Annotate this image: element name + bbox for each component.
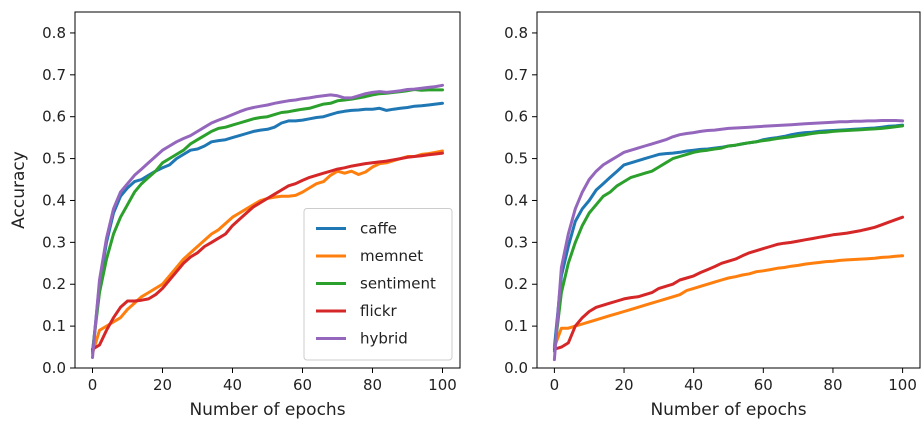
legend-label-memnet: memnet <box>360 247 423 265</box>
legend-label-sentiment: sentiment <box>360 275 436 293</box>
x-tick-label: 40 <box>223 376 242 394</box>
series-line-hybrid <box>91 83 444 359</box>
plot-frame <box>536 11 921 369</box>
series-line-hybrid <box>552 119 905 362</box>
legend-label-caffe: caffe <box>360 220 397 238</box>
y-tick-label: 0.5 <box>504 150 528 168</box>
y-tick-label: 0.8 <box>504 24 528 42</box>
x-tick-label: 20 <box>153 376 172 394</box>
y-tick-label: 0.7 <box>42 66 66 84</box>
y-tick-label: 0.1 <box>504 317 528 335</box>
y-tick-label: 0.2 <box>504 275 528 293</box>
x-axis-label: Number of epochs <box>189 400 345 420</box>
x-tick-label: 100 <box>428 376 457 394</box>
y-tick-label: 0.7 <box>504 66 528 84</box>
legend-box <box>303 208 453 361</box>
x-tick-label: 100 <box>888 376 917 394</box>
legend-label-flickr: flickr <box>360 302 398 320</box>
y-tick-label: 0.0 <box>42 359 66 377</box>
x-tick-label: 20 <box>614 376 633 394</box>
y-tick-label: 0.6 <box>504 108 528 126</box>
y-tick-label: 0.0 <box>504 359 528 377</box>
y-axis-label: Accuracy <box>9 151 29 229</box>
y-tick-label: 0.2 <box>42 275 66 293</box>
x-tick-label: 40 <box>684 376 703 394</box>
x-tick-label: 0 <box>88 376 98 394</box>
series-line-caffe <box>552 123 905 349</box>
x-tick-label: 80 <box>363 376 382 394</box>
series-line-sentiment <box>552 124 905 353</box>
series-line-flickr <box>91 151 444 351</box>
y-tick-label: 0.8 <box>42 24 66 42</box>
x-axis-label: Number of epochs <box>650 400 806 420</box>
chart-panel-1: 0.0 0.1 0.2 0.3 0.4 0.5 0.6 0.7 0.8 0 20 40 60 80 100 N… <box>9 11 461 420</box>
y-tick-label: 0.4 <box>504 191 528 209</box>
series-line-flickr <box>552 215 905 351</box>
x-tick-label: 0 <box>550 376 560 394</box>
y-tick-label: 0.6 <box>42 108 66 126</box>
y-tick-label: 0.3 <box>42 233 66 251</box>
x-tick-label: 80 <box>823 376 842 394</box>
y-tick-label: 0.1 <box>42 317 66 335</box>
y-tick-label: 0.3 <box>504 233 528 251</box>
legend: caffe memnet sentiment flickr hybrid <box>303 208 453 361</box>
x-tick-label: 60 <box>293 376 312 394</box>
chart-panel-2: 0.0 0.1 0.2 0.3 0.4 0.5 0.6 0.7 0.8 0 20 40 60 80 100 N… <box>504 11 921 420</box>
y-tick-label: 0.4 <box>42 191 66 209</box>
series-line-memnet <box>552 254 905 349</box>
legend-label-hybrid: hybrid <box>360 330 408 348</box>
x-tick-label: 60 <box>754 376 773 394</box>
plot-frame <box>74 11 461 369</box>
y-tick-label: 0.5 <box>42 150 66 168</box>
